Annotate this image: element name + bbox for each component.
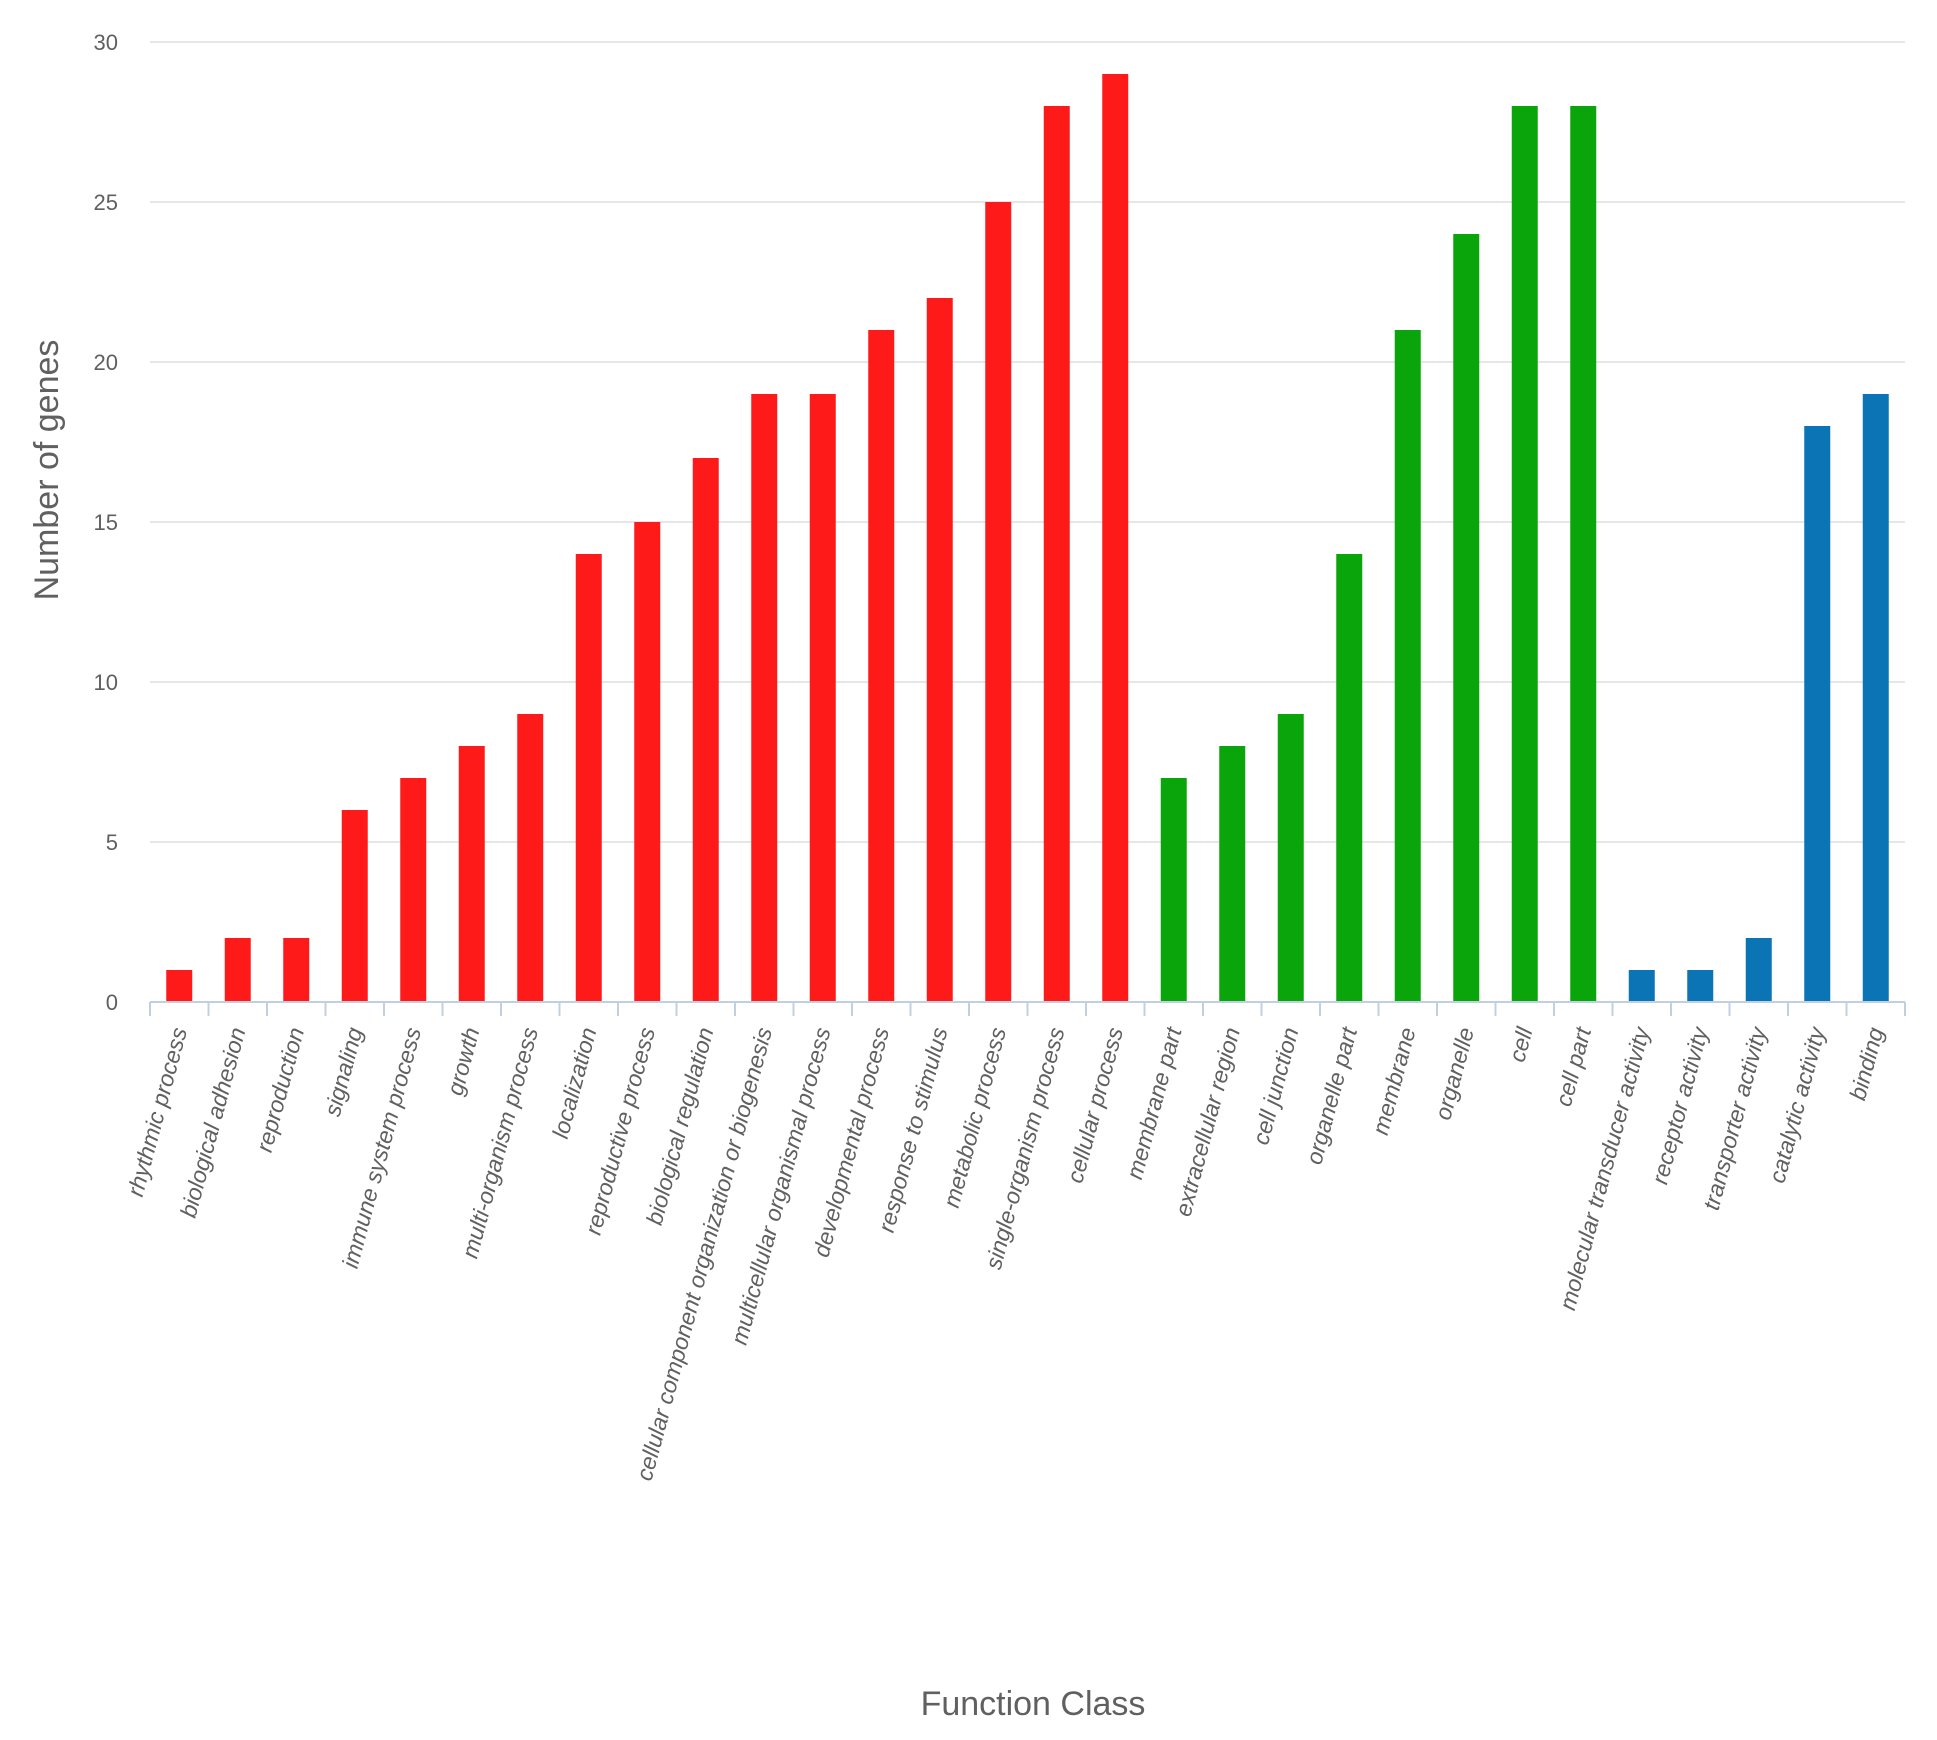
x-tick-label: metabolic process [938, 1024, 1011, 1210]
y-tick-labels: 0 5 10 15 20 25 30 [94, 30, 118, 1015]
x-tick-label: cell part [1550, 1023, 1596, 1109]
x-tick-label: organelle part [1301, 1023, 1363, 1167]
bar-organelle-part[interactable] [1336, 554, 1363, 1002]
bar-multicellular-organismal-process[interactable] [809, 394, 836, 1002]
bar-cell[interactable] [1511, 106, 1538, 1002]
y-tick-label: 0 [106, 990, 118, 1015]
x-tick-label: localization [547, 1025, 602, 1142]
y-tick-label: 25 [94, 190, 118, 215]
bar-reproductive-process[interactable] [634, 522, 661, 1002]
bar-biological-regulation[interactable] [692, 458, 719, 1002]
x-tick-label: membrane part [1121, 1023, 1187, 1182]
y-axis-title: Number of genes [28, 340, 66, 601]
x-tick-label: cell junction [1247, 1025, 1303, 1148]
bar-molecular-transducer-activity[interactable] [1628, 970, 1655, 1002]
x-tick-label: organelle [1429, 1025, 1479, 1123]
bar-localization[interactable] [575, 554, 602, 1002]
x-tick-label: membrane [1367, 1025, 1421, 1138]
bar-binding[interactable] [1862, 394, 1889, 1002]
bar-developmental-process[interactable] [868, 330, 895, 1002]
bar-cell-junction[interactable] [1277, 714, 1304, 1002]
bar-cellular-process[interactable] [1102, 74, 1129, 1002]
bar-reproduction[interactable] [283, 938, 310, 1002]
bar-membrane-part[interactable] [1160, 778, 1187, 1002]
x-tick-label: binding [1844, 1024, 1888, 1103]
bar-cell-part[interactable] [1570, 106, 1597, 1002]
bar-immune-system-process[interactable] [400, 778, 427, 1002]
x-tick-label: signaling [319, 1024, 368, 1119]
y-tick-label: 10 [94, 670, 118, 695]
x-tick-label: growth [442, 1025, 485, 1098]
bar-cellular-component-organization-or-biogenesis[interactable] [751, 394, 778, 1002]
bar-rhythmic-process[interactable] [166, 970, 193, 1002]
bar-organelle[interactable] [1453, 234, 1480, 1002]
x-tick-label: cell [1504, 1024, 1538, 1065]
x-axis-title: Function Class [921, 1685, 1146, 1723]
bar-growth[interactable] [458, 746, 485, 1002]
x-tick-label: cellular process [1062, 1024, 1129, 1186]
bar-single-organism-process[interactable] [1043, 106, 1070, 1002]
bar-signaling[interactable] [341, 810, 368, 1002]
bar-receptor-activity[interactable] [1687, 970, 1714, 1002]
bar-transporter-activity[interactable] [1745, 938, 1772, 1002]
grid-layer [150, 41, 1905, 843]
x-tick-label: transporter activity [1698, 1023, 1772, 1213]
bar-catalytic-activity[interactable] [1804, 426, 1831, 1002]
x-tick-label: extracellular region [1170, 1025, 1245, 1219]
axis-layer [149, 1001, 1906, 1016]
bar-response-to-stimulus[interactable] [926, 298, 953, 1002]
x-tick-label: biological adhesion [175, 1025, 251, 1221]
bar-extracellular-region[interactable] [1219, 746, 1246, 1002]
bar-metabolic-process[interactable] [985, 202, 1012, 1002]
x-tick-label: rhythmic process [122, 1024, 192, 1199]
bar-biological-adhesion[interactable] [224, 938, 251, 1002]
y-tick-label: 15 [94, 510, 118, 535]
y-tick-label: 30 [94, 30, 118, 55]
bar-membrane[interactable] [1394, 330, 1421, 1002]
y-tick-label: 5 [106, 830, 118, 855]
x-tick-label: receptor activity [1646, 1023, 1713, 1187]
bar-multi-organism-process[interactable] [517, 714, 544, 1002]
x-tick-label: catalytic activity [1764, 1023, 1831, 1185]
bar-layer [166, 74, 1889, 1002]
x-tick-label: reproduction [251, 1025, 309, 1155]
y-tick-label: 20 [94, 350, 118, 375]
